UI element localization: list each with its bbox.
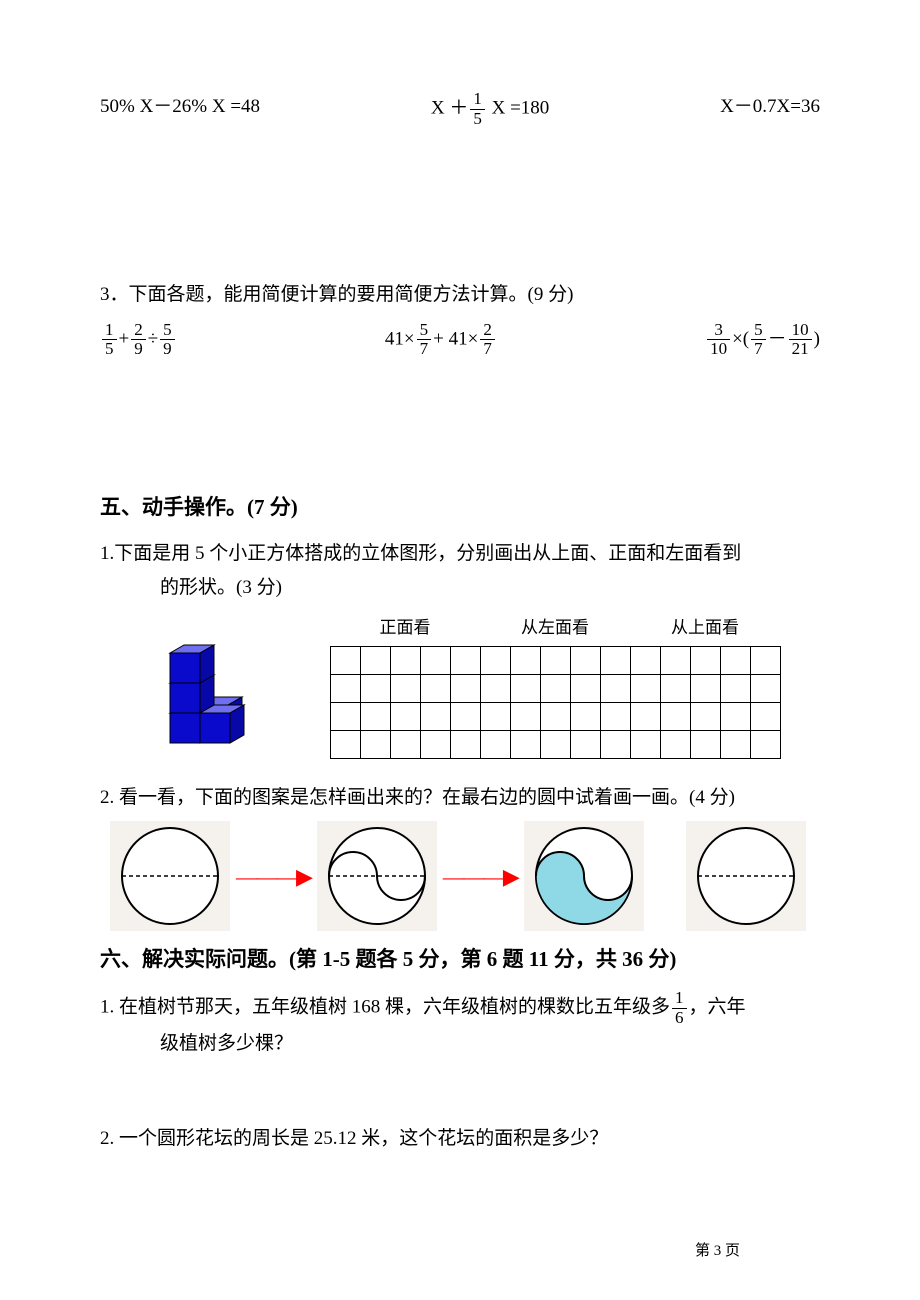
q3-expr-b: 41×57+ 41×27 xyxy=(385,321,497,359)
q62-text: 2. 一个圆形花坛的周长是 25.12 米，这个花坛的面积是多少？ xyxy=(100,1122,820,1156)
equations-row: 50% X－26% X =48 X ＋15 X =180 X－0.7X=36 xyxy=(100,90,820,128)
circle-step-1 xyxy=(110,821,230,931)
section-5-title: 五、动手操作。(7 分) xyxy=(100,489,820,527)
q51-line1: 1.下面是用 5 个小正方体搭成的立体图形，分别画出从上面、正面和左面看到 xyxy=(100,537,820,571)
q51-body: 正面看 从左面看 从上面看 xyxy=(150,613,820,763)
section-6-title: 六、解决实际问题。(第 1-5 题各 5 分，第 6 题 11 分，共 36 分… xyxy=(100,941,820,979)
circle-step-4 xyxy=(686,821,806,931)
q51-line2: 的形状。(3 分) xyxy=(100,571,820,605)
grid-label-left: 从左面看 xyxy=(480,613,630,644)
q52-text: 2. 看一看，下面的图案是怎样画出来的？在最右边的圆中试着画一画。(4 分) xyxy=(100,781,820,815)
page-number: 第 3 页 xyxy=(695,1239,740,1260)
answer-grid xyxy=(330,646,781,759)
grid-label-top: 从上面看 xyxy=(630,613,780,644)
equation-1: 50% X－26% X =48 xyxy=(100,90,260,128)
eq2-pre: X ＋ xyxy=(431,98,468,119)
page-content: 50% X－26% X =48 X ＋15 X =180 X－0.7X=36 3… xyxy=(0,0,920,1196)
equation-2: X ＋15 X =180 xyxy=(431,90,549,128)
q3-expr-a: 15+29÷59 xyxy=(100,321,177,359)
circle-step-2 xyxy=(317,821,437,931)
cubes-figure xyxy=(150,613,300,763)
q3-heading: 3．下面各题，能用简便计算的要用简便方法计算。(9 分) xyxy=(100,278,820,312)
q3-row: 15+29÷59 41×57+ 41×27 310×(57－1021) xyxy=(100,321,820,359)
arrow-icon: ———▶ xyxy=(443,857,518,897)
arrow-icon: ———▶ xyxy=(236,857,311,897)
q61-line2: 级植树多少棵？ xyxy=(100,1027,820,1061)
circle-step-3 xyxy=(524,821,644,931)
eq2-post: X =180 xyxy=(487,98,549,119)
circles-row: ———▶ ———▶ xyxy=(110,821,820,931)
grid-labels: 正面看 从左面看 从上面看 xyxy=(330,613,781,644)
eq2-frac: 15 xyxy=(470,90,485,128)
equation-3: X－0.7X=36 xyxy=(720,90,820,128)
q3-expr-c: 310×(57－1021) xyxy=(705,321,820,359)
q61-line1: 1. 在植树节那天，五年级植树 168 棵，六年级植树的棵数比五年级多16，六年 xyxy=(100,989,820,1027)
grid-label-front: 正面看 xyxy=(330,613,480,644)
answer-grid-wrap: 正面看 从左面看 从上面看 xyxy=(330,613,781,759)
